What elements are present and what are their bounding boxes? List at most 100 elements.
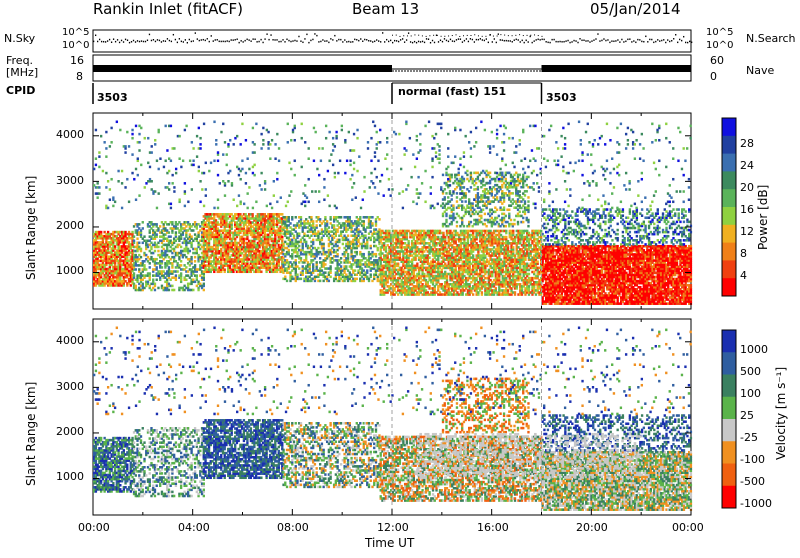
- nsky-point: [553, 39, 554, 41]
- nsky-point: [219, 41, 220, 43]
- nsky-point: [308, 42, 309, 44]
- power-cell: [364, 234, 366, 237]
- power-cell: [324, 271, 326, 274]
- power-cell: [175, 274, 177, 277]
- power-cell: [149, 266, 151, 269]
- nsky-point: [125, 39, 126, 41]
- nsky-point: [324, 40, 325, 42]
- nsky-point: [599, 40, 600, 42]
- power-cell: [291, 216, 293, 219]
- power-cell: [175, 231, 177, 234]
- nsky-point: [213, 40, 214, 42]
- nsearch-point: [414, 34, 415, 35]
- nsearch-point: [441, 36, 442, 37]
- nsky-point: [211, 35, 212, 37]
- nsky-point: [619, 41, 620, 43]
- nsearch-point: [478, 35, 479, 36]
- nsky-point: [516, 39, 517, 41]
- nsky-point: [318, 41, 319, 43]
- power-cell: [133, 235, 135, 238]
- nsky-point: [613, 41, 614, 43]
- nsky-point: [239, 42, 240, 44]
- power-cell: [135, 285, 137, 288]
- power-cell: [142, 221, 144, 224]
- nsky-point: [191, 41, 192, 43]
- nsky-point: [394, 40, 395, 42]
- nsky-point: [607, 39, 608, 41]
- nsky-point: [207, 38, 208, 40]
- nsky-point: [306, 34, 307, 36]
- power-cell: [190, 235, 192, 238]
- nsky-point: [667, 39, 668, 41]
- power-cell: [375, 253, 377, 256]
- power-cell: [356, 251, 358, 254]
- nsky-point: [344, 39, 345, 41]
- power-cell: [156, 258, 158, 261]
- nsky-point: [534, 40, 535, 42]
- nsky-point: [657, 39, 658, 41]
- power-cell: [171, 285, 173, 288]
- power-cell: [136, 237, 138, 240]
- nsky-point: [494, 38, 495, 40]
- nsky-point: [540, 39, 541, 41]
- power-cell: [324, 216, 326, 219]
- nsearch-point: [500, 34, 501, 35]
- power-cell: [336, 253, 338, 256]
- power-cell: [371, 216, 373, 219]
- power-cell: [295, 259, 297, 262]
- nsky-point: [223, 41, 224, 43]
- nsky-point: [645, 36, 646, 38]
- power-cell: [338, 247, 340, 250]
- nsky-point: [258, 41, 259, 43]
- nsky-point: [567, 40, 568, 42]
- power-cell: [157, 246, 159, 249]
- power-cell: [154, 250, 156, 253]
- nsky-point: [605, 40, 606, 42]
- power-cell: [100, 231, 102, 234]
- freq-band: [542, 65, 692, 72]
- nsky-point: [426, 38, 427, 40]
- nsky-point: [270, 34, 271, 36]
- nsky-point: [663, 39, 664, 41]
- nsky-point: [256, 41, 257, 43]
- nsearch-point: [418, 35, 419, 36]
- nsky-point: [498, 33, 499, 35]
- nsky-point: [274, 39, 275, 41]
- nsky-point: [400, 39, 401, 41]
- nsearch-point: [489, 35, 490, 36]
- nsky-point: [348, 41, 349, 43]
- power-cell: [154, 283, 156, 286]
- nsky-point: [109, 39, 110, 41]
- nsky-point: [292, 40, 293, 42]
- nsky-point: [633, 40, 634, 42]
- nsky-point: [300, 40, 301, 42]
- nsky-point: [398, 41, 399, 43]
- power-cell: [284, 275, 286, 278]
- power-cell: [324, 263, 326, 266]
- power-cell: [192, 289, 194, 292]
- nsky-point: [669, 41, 670, 43]
- nsky-point: [244, 40, 245, 42]
- power-cell: [312, 239, 314, 242]
- nsky-point: [338, 39, 339, 41]
- nsky-point: [466, 38, 467, 40]
- power-cell: [298, 232, 300, 235]
- nsky-point: [169, 40, 170, 42]
- nsky-point: [625, 41, 626, 43]
- nsearch-point: [470, 35, 471, 36]
- nsky-point: [486, 38, 487, 40]
- nsky-point: [460, 38, 461, 40]
- nsky-point: [250, 40, 251, 42]
- nsky-point: [458, 38, 459, 40]
- nsky-point: [378, 40, 379, 42]
- nsky-point: [227, 40, 228, 42]
- power-cell: [472, 254, 474, 257]
- nsky-point: [103, 41, 104, 43]
- nsearch-point: [467, 35, 468, 36]
- nsky-point: [237, 38, 238, 40]
- power-cell: [312, 263, 314, 266]
- nsky-point: [356, 39, 357, 41]
- nsky-point: [482, 39, 483, 41]
- freq-band: [93, 65, 392, 72]
- nsky-point: [390, 40, 391, 42]
